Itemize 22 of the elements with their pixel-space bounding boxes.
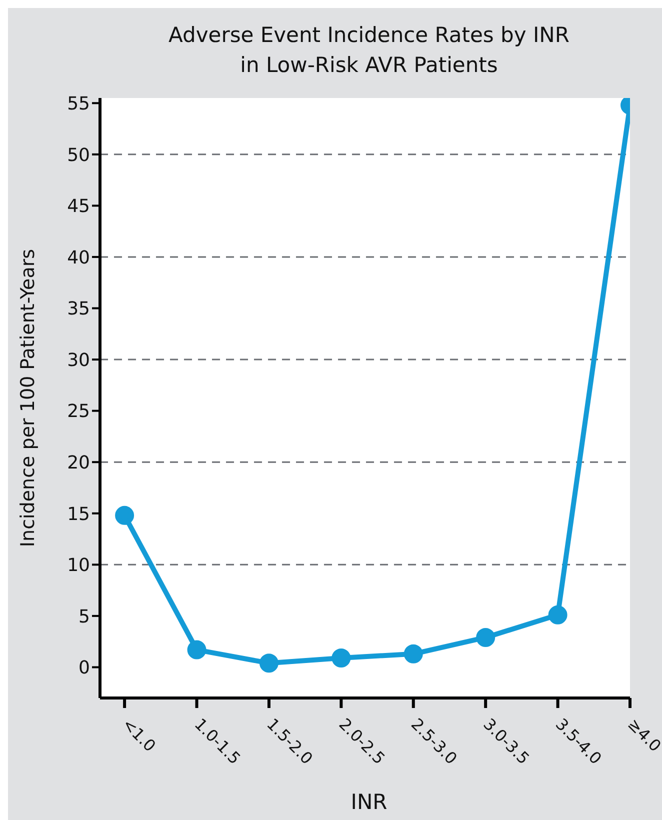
- y-tick-label: 15: [67, 504, 90, 525]
- y-tick-label: 30: [67, 350, 90, 371]
- point: [476, 628, 496, 647]
- point: [332, 648, 351, 668]
- point: [404, 644, 423, 664]
- chart-title: Adverse Event Incidence Rates by INR in Low-Risk AVR Patients: [168, 22, 570, 79]
- y-tick-label: 40: [67, 247, 90, 268]
- point: [548, 605, 568, 624]
- y-tick-label: 55: [67, 94, 90, 115]
- point: [187, 640, 206, 660]
- y-axis-title: Incidence per 100 Patient-Years: [17, 248, 40, 548]
- y-tick-label: 35: [67, 298, 90, 320]
- y-tick-label: 45: [67, 196, 90, 218]
- point: [115, 506, 134, 525]
- y-tick-label: 5: [78, 606, 90, 628]
- y-tick-label: 10: [67, 555, 90, 576]
- y-tick-label: 50: [67, 144, 90, 166]
- point: [259, 654, 278, 673]
- y-tick-label: 20: [67, 452, 90, 474]
- y-tick-label: 0: [78, 658, 90, 679]
- x-axis-title: INR: [350, 790, 388, 814]
- y-tick-label: 25: [67, 401, 90, 422]
